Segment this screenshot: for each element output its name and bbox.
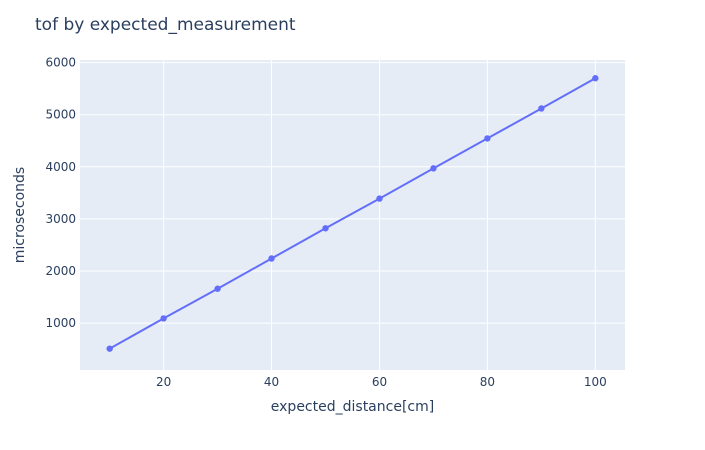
- data-point[interactable]: [106, 345, 113, 352]
- x-tick-label: 40: [264, 375, 279, 389]
- series-layer: [106, 75, 599, 352]
- data-point[interactable]: [484, 135, 491, 142]
- y-axis-label: microseconds: [12, 167, 28, 263]
- chart-title: tof by expected_measurement: [35, 15, 296, 35]
- data-point[interactable]: [268, 255, 275, 262]
- grid: [80, 60, 625, 370]
- data-point[interactable]: [322, 225, 329, 232]
- data-point[interactable]: [430, 165, 437, 172]
- y-tick-label: 2000: [45, 264, 76, 278]
- data-point[interactable]: [592, 75, 599, 82]
- x-tick-label: 20: [156, 375, 171, 389]
- data-point[interactable]: [214, 285, 221, 292]
- series-line: [109, 77, 596, 350]
- data-point[interactable]: [538, 105, 545, 112]
- y-tick-label: 6000: [45, 56, 76, 70]
- x-axis-label: expected_distance[cm]: [271, 399, 434, 415]
- x-tick-label: 60: [372, 375, 387, 389]
- data-point[interactable]: [160, 315, 167, 322]
- data-point[interactable]: [376, 195, 383, 202]
- y-tick-label: 3000: [45, 212, 76, 226]
- y-tick-label: 4000: [45, 160, 76, 174]
- y-tick-label: 1000: [45, 316, 76, 330]
- x-tick-label: 80: [480, 375, 495, 389]
- x-tick-label: 100: [584, 375, 607, 389]
- y-tick-label: 5000: [45, 108, 76, 122]
- tick-labels: 1000 2000 3000 4000 5000 6000 20 40 60 80 100: [45, 56, 606, 389]
